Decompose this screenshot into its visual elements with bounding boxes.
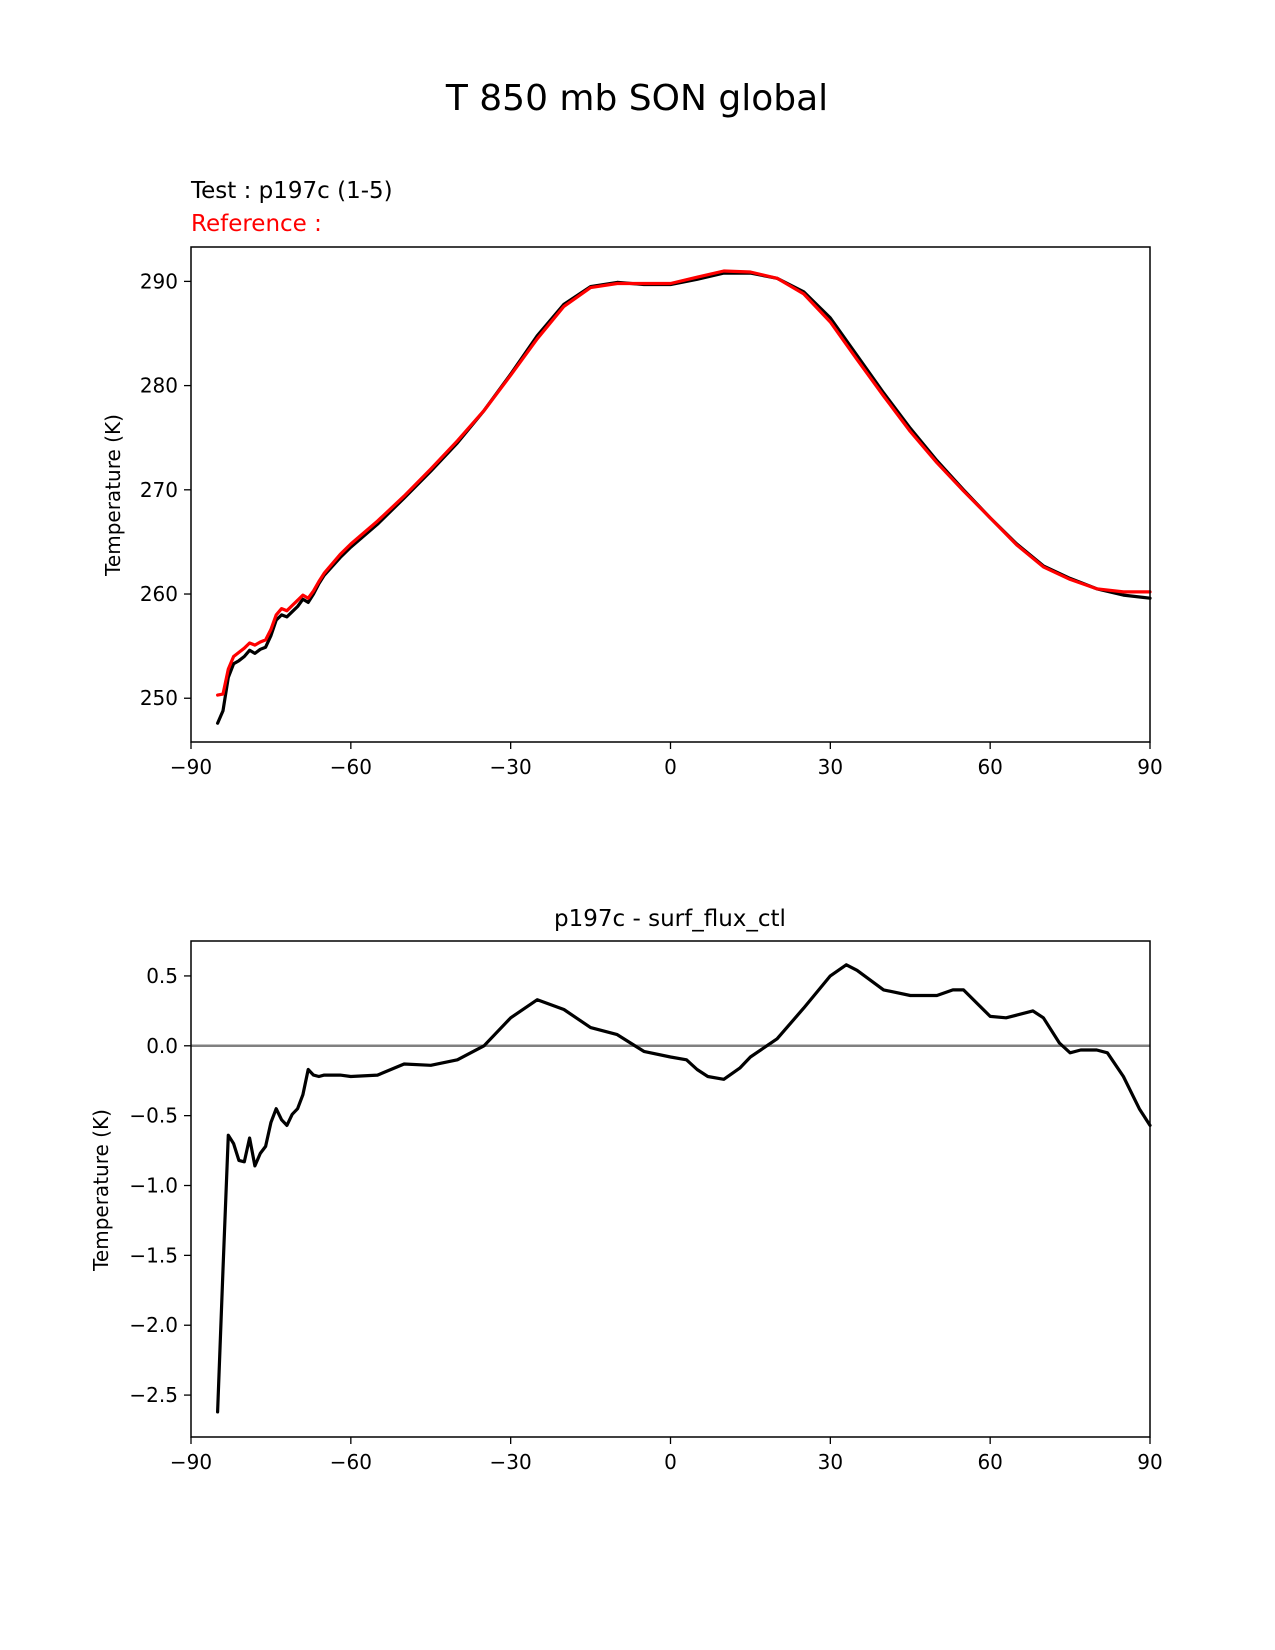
bottom-y-tick-label: −1.5 [129,1243,178,1267]
bottom-x-tick-label: 90 [1137,1450,1162,1474]
top-chart-panel: Test : p197c (1-5) Reference : Temperatu… [101,178,1163,779]
bottom-y-tick-label: 0.5 [146,964,178,988]
bottom-y-tick-label: −1.0 [129,1174,178,1198]
bottom-x-tick-label: −30 [490,1450,532,1474]
bottom-y-tick-label: −0.5 [129,1104,178,1128]
top-y-tick-label: 260 [140,582,178,606]
bottom-x-tick-label: 30 [818,1450,843,1474]
top-plot-frame [190,246,1151,743]
top-x-tick-label: 60 [977,755,1002,779]
top-plot-lines [216,269,1152,725]
top-x-tick-label: −30 [490,755,532,779]
top-x-tick-label: 0 [664,755,677,779]
bottom-y-tick-label: −2.5 [129,1383,178,1407]
bottom-x-tick-label: 60 [977,1450,1002,1474]
top-x-tick-label: 90 [1137,755,1162,779]
bottom-x-tick-label: 0 [664,1450,677,1474]
bottom-y-tick-label: 0.0 [146,1034,178,1058]
top-series-test [216,271,1152,725]
bottom-series-test-reference [216,963,1152,1414]
bottom-plot-lines [191,963,1152,1414]
top-x-tick-label: −60 [330,755,372,779]
top-y-tick-label: 290 [140,269,178,293]
top-y-tick-label: 270 [140,478,178,502]
top-x-tick-label: −90 [170,755,212,779]
reference-label: Reference : [191,211,322,237]
top-axis-ticks: −90 −60 −30 0 30 60 90 250 260 270 280 290 [140,269,1163,779]
bottom-plot-frame [190,940,1151,1438]
top-y-tick-label: 250 [140,686,178,710]
bottom-x-tick-label: −60 [330,1450,372,1474]
top-series-reference [216,269,1152,697]
bottom-chart-panel: p197c - surf_flux_ctl Temperature (K) −9… [89,906,1163,1474]
top-x-tick-label: 30 [818,755,843,779]
figure-title: T 850 mb SON global [445,78,828,119]
bottom-axis-ticks: −90 −60 −30 0 30 60 90 0.5 0.0 −0.5 −1.0 −1.5 −2.0 −2… [129,964,1162,1474]
test-label: Test : p197c (1-5) [190,178,393,204]
bottom-x-tick-label: −90 [170,1450,212,1474]
bottom-y-tick-label: −2.0 [129,1313,178,1337]
top-y-axis-label: Temperature (K) [101,414,125,577]
bottom-chart-title: p197c - surf_flux_ctl [554,906,786,932]
top-y-tick-label: 280 [140,374,178,398]
bottom-y-axis-label: Temperature (K) [89,1109,113,1272]
